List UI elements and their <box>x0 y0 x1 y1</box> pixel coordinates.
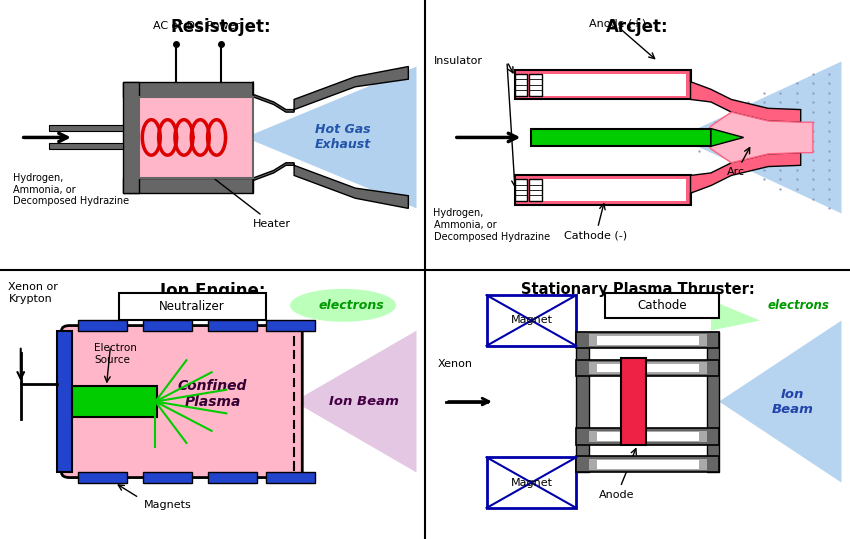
Bar <box>486 295 576 346</box>
Polygon shape <box>690 153 801 205</box>
Bar <box>576 428 719 445</box>
Bar <box>143 473 192 482</box>
Text: Hydrogen,
Ammonia, or
Decomposed Hydrazine: Hydrogen, Ammonia, or Decomposed Hydrazi… <box>13 173 128 206</box>
Bar <box>78 473 127 482</box>
Text: Hydrogen,
Ammonia, or
Decomposed Hydrazine: Hydrogen, Ammonia, or Decomposed Hydrazi… <box>434 209 550 241</box>
Text: Ion Beam: Ion Beam <box>328 395 399 408</box>
Text: Magnet: Magnet <box>510 478 552 488</box>
Bar <box>576 456 719 473</box>
Bar <box>530 74 541 95</box>
Text: Confined
Plasma: Confined Plasma <box>178 379 247 409</box>
Bar <box>71 386 157 417</box>
Bar <box>597 363 699 372</box>
Bar <box>576 360 719 376</box>
Text: Resistojet:: Resistojet: <box>170 18 271 36</box>
Bar <box>78 321 127 330</box>
Text: Xenon: Xenon <box>438 358 473 369</box>
Bar <box>597 432 699 441</box>
Text: Arc: Arc <box>728 148 750 177</box>
Text: Neutralizer: Neutralizer <box>159 300 225 313</box>
Bar <box>143 321 192 330</box>
Polygon shape <box>711 300 760 330</box>
Bar <box>208 321 258 330</box>
Text: Magnet: Magnet <box>510 315 552 326</box>
Bar <box>621 358 646 445</box>
Text: Stationary Plasma Thruster:: Stationary Plasma Thruster: <box>520 282 755 298</box>
Text: Electron
Source: Electron Source <box>94 343 137 365</box>
Text: Heater: Heater <box>204 170 292 229</box>
FancyBboxPatch shape <box>61 326 303 478</box>
Text: Arcjet:: Arcjet: <box>606 18 669 36</box>
Bar <box>515 70 690 99</box>
Text: electrons: electrons <box>319 299 384 312</box>
Text: Xenon or
Krypton: Xenon or Krypton <box>8 282 59 304</box>
Bar <box>49 125 122 131</box>
Text: Magnets: Magnets <box>144 500 191 510</box>
Bar <box>265 321 314 330</box>
Bar <box>588 459 707 470</box>
Text: Ion
Beam: Ion Beam <box>772 388 813 416</box>
Bar <box>576 332 719 348</box>
Bar <box>486 457 576 508</box>
Bar <box>530 179 541 201</box>
Polygon shape <box>245 66 416 209</box>
Bar <box>49 142 122 149</box>
Polygon shape <box>253 163 408 209</box>
Polygon shape <box>253 66 408 112</box>
Bar <box>515 74 527 95</box>
Bar <box>515 179 527 201</box>
Polygon shape <box>703 112 813 163</box>
Bar <box>139 97 253 178</box>
Bar <box>208 473 258 482</box>
Text: Cathode: Cathode <box>638 299 687 312</box>
Polygon shape <box>122 82 253 97</box>
Text: Hot Gas
Exhaust: Hot Gas Exhaust <box>315 123 371 151</box>
Polygon shape <box>711 129 744 146</box>
FancyBboxPatch shape <box>119 293 265 321</box>
Bar <box>122 82 139 193</box>
Bar <box>588 362 707 374</box>
Bar <box>58 330 71 473</box>
Text: Cathode (-): Cathode (-) <box>564 204 627 241</box>
Bar <box>707 332 719 473</box>
Polygon shape <box>294 330 416 473</box>
Text: Slightly
Ionized
Exhaust: Slightly Ionized Exhaust <box>756 121 805 154</box>
Bar <box>588 431 707 442</box>
Bar <box>515 176 690 205</box>
Text: Insulator: Insulator <box>434 57 483 66</box>
Text: AC or DC Power: AC or DC Power <box>153 21 240 31</box>
Bar <box>265 473 314 482</box>
Bar <box>597 460 699 469</box>
Bar <box>597 336 699 344</box>
Polygon shape <box>678 61 842 213</box>
Bar <box>531 129 711 146</box>
Text: Ion Engine:: Ion Engine: <box>160 282 265 300</box>
Bar <box>531 179 687 201</box>
Polygon shape <box>690 70 801 122</box>
Bar <box>605 293 719 318</box>
Text: Anode: Anode <box>599 448 637 500</box>
Text: Anode (+): Anode (+) <box>588 18 646 29</box>
Polygon shape <box>122 178 253 193</box>
Bar <box>576 332 588 473</box>
Bar <box>588 334 707 346</box>
Polygon shape <box>719 321 842 482</box>
Bar <box>531 74 687 95</box>
Ellipse shape <box>290 289 396 322</box>
Text: electrons: electrons <box>768 299 830 312</box>
